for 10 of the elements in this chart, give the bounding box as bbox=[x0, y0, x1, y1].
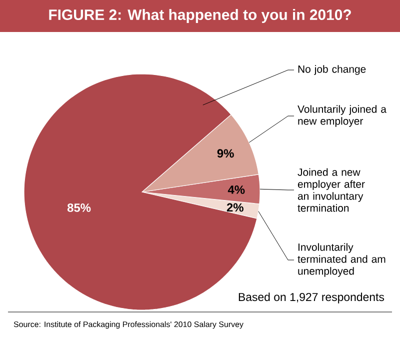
slice-label: Joined a new employer after an involuntary termination bbox=[298, 168, 365, 212]
data-label: 9% bbox=[217, 149, 234, 158]
slice-label: Voluntarily joined a new employer bbox=[298, 105, 386, 127]
data-label: 4% bbox=[228, 185, 245, 194]
text: Based on 1,927 respondents bbox=[238, 292, 384, 304]
chart-title: FIGURE 2: What happened to you in 2010? bbox=[49, 9, 351, 23]
data-label: 85% bbox=[67, 203, 91, 212]
slice-label: No job change bbox=[298, 65, 366, 75]
slice-label: Involuntarily terminated and am unemployed bbox=[298, 243, 386, 277]
data-label: 2% bbox=[226, 203, 244, 212]
